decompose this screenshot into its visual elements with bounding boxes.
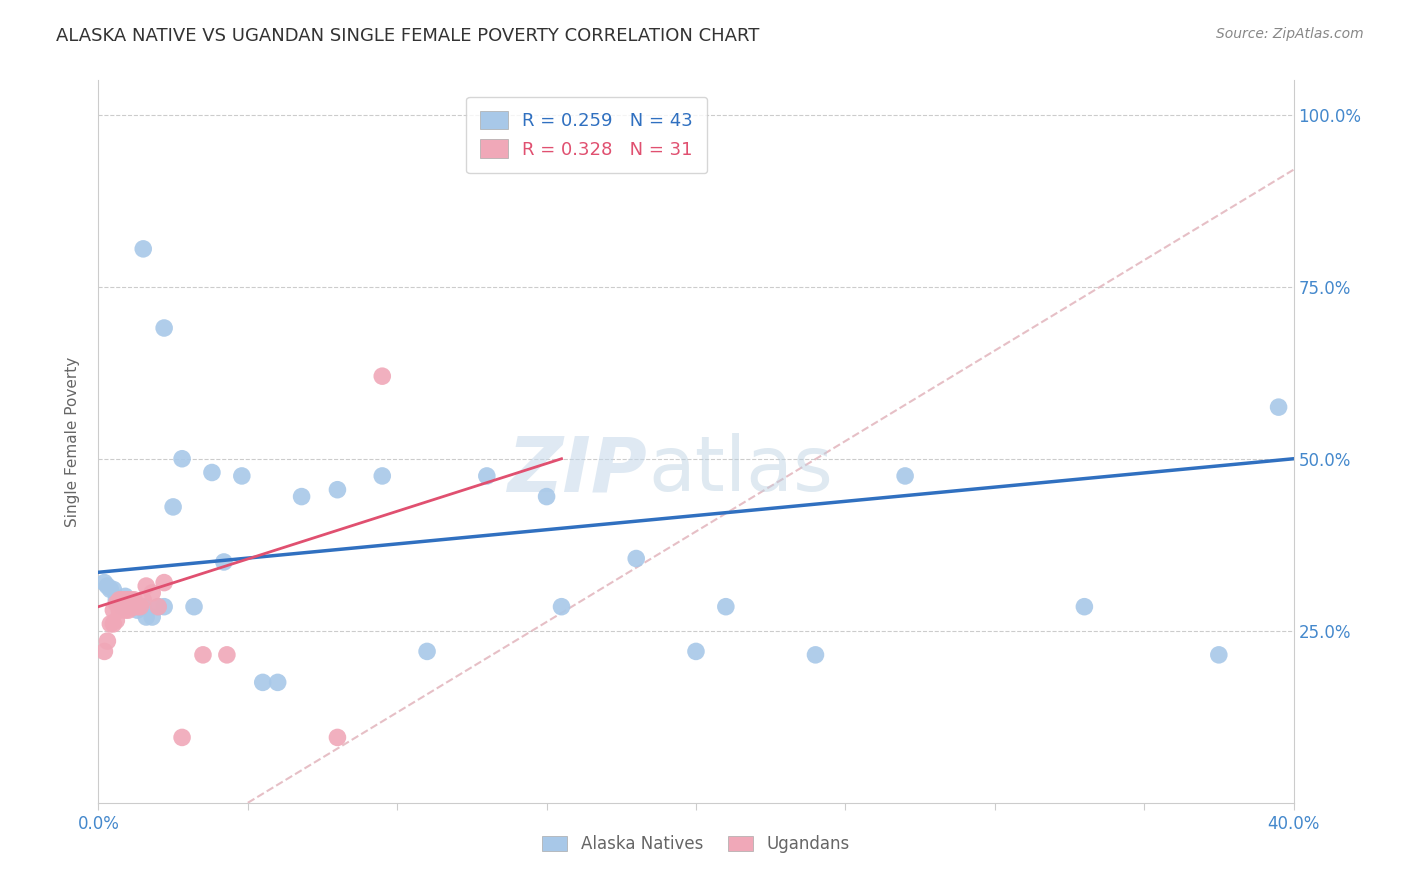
Point xyxy=(475,469,498,483)
Point xyxy=(117,592,139,607)
Point xyxy=(98,616,122,631)
Point xyxy=(135,610,157,624)
Point xyxy=(105,592,128,607)
Point xyxy=(371,469,394,483)
Point xyxy=(108,592,131,607)
Point xyxy=(201,466,224,480)
Point xyxy=(114,592,136,607)
Point xyxy=(105,614,128,628)
Point xyxy=(215,648,238,662)
Point xyxy=(111,599,134,614)
Point xyxy=(626,551,648,566)
Point xyxy=(153,599,176,614)
Point xyxy=(108,592,131,607)
Point xyxy=(114,603,136,617)
Point xyxy=(550,599,572,614)
Point xyxy=(129,599,152,614)
Point xyxy=(96,579,118,593)
Point xyxy=(148,599,170,614)
Point xyxy=(153,321,176,335)
Text: ZIP: ZIP xyxy=(509,434,648,508)
Point xyxy=(685,644,707,658)
Point xyxy=(108,603,131,617)
Point xyxy=(124,592,146,607)
Point xyxy=(267,675,290,690)
Point xyxy=(98,582,122,597)
Point xyxy=(416,644,439,658)
Point xyxy=(172,731,194,745)
Point xyxy=(127,603,149,617)
Point xyxy=(114,590,136,604)
Legend: Alaska Natives, Ugandans: Alaska Natives, Ugandans xyxy=(536,828,856,860)
Point xyxy=(103,603,125,617)
Text: ALASKA NATIVE VS UGANDAN SINGLE FEMALE POVERTY CORRELATION CHART: ALASKA NATIVE VS UGANDAN SINGLE FEMALE P… xyxy=(56,27,759,45)
Point xyxy=(124,599,146,614)
Point xyxy=(117,603,139,617)
Point xyxy=(153,575,176,590)
Point xyxy=(132,242,155,256)
Point xyxy=(96,634,118,648)
Point xyxy=(129,599,152,614)
Y-axis label: Single Female Poverty: Single Female Poverty xyxy=(65,357,80,526)
Point xyxy=(117,592,139,607)
Point xyxy=(212,555,235,569)
Text: atlas: atlas xyxy=(648,434,832,508)
Point xyxy=(132,599,155,614)
Text: Source: ZipAtlas.com: Source: ZipAtlas.com xyxy=(1216,27,1364,41)
Point xyxy=(714,599,737,614)
Point xyxy=(111,592,134,607)
Point xyxy=(103,582,125,597)
Point xyxy=(191,648,214,662)
Point xyxy=(894,469,917,483)
Point xyxy=(111,596,134,610)
Point xyxy=(804,648,827,662)
Point xyxy=(326,483,349,497)
Point xyxy=(326,731,349,745)
Point xyxy=(141,586,163,600)
Point xyxy=(93,644,115,658)
Point xyxy=(1073,599,1095,614)
Point xyxy=(120,599,142,614)
Point xyxy=(371,369,394,384)
Point xyxy=(148,599,170,614)
Point xyxy=(252,675,274,690)
Point xyxy=(141,610,163,624)
Point xyxy=(127,599,149,614)
Point xyxy=(172,451,194,466)
Point xyxy=(93,575,115,590)
Point xyxy=(291,490,314,504)
Point xyxy=(105,596,128,610)
Point xyxy=(1267,400,1289,414)
Point xyxy=(183,599,205,614)
Point xyxy=(132,592,155,607)
Point xyxy=(103,616,125,631)
Point xyxy=(120,592,142,607)
Point xyxy=(536,490,558,504)
Point xyxy=(120,599,142,614)
Point xyxy=(162,500,184,514)
Point xyxy=(231,469,253,483)
Point xyxy=(135,579,157,593)
Point xyxy=(124,599,146,614)
Point xyxy=(1208,648,1230,662)
